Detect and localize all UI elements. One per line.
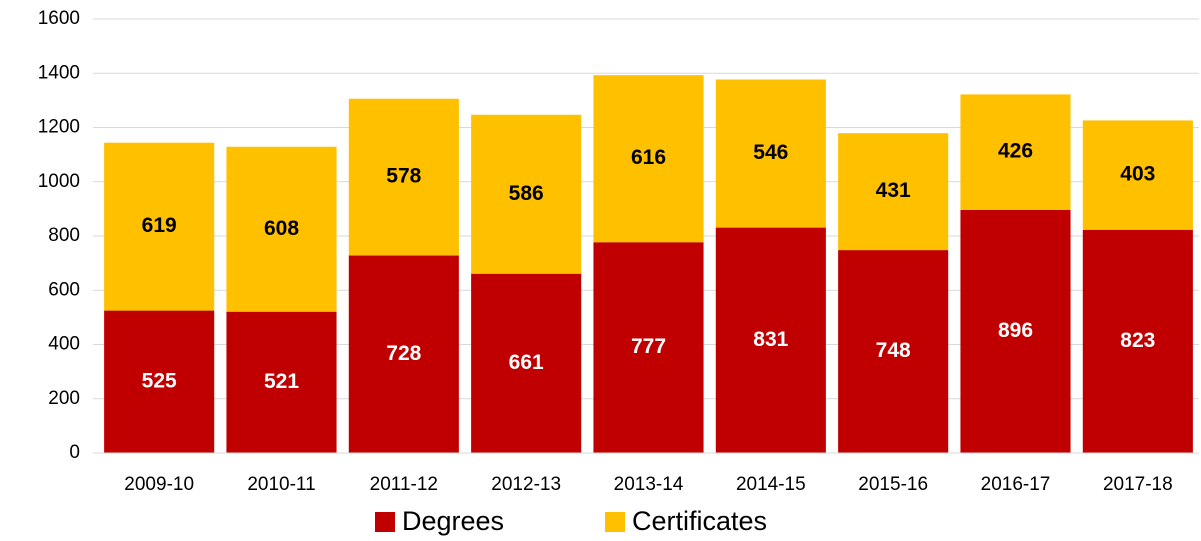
data-label: 777 — [631, 335, 666, 358]
data-label: 578 — [386, 165, 421, 188]
x-tick-label: 2016-17 — [981, 474, 1051, 495]
data-label: 748 — [876, 339, 911, 362]
bar-segment — [838, 133, 949, 251]
data-label: 896 — [998, 319, 1033, 342]
bar-segment — [226, 311, 337, 453]
y-tick-label: 1000 — [38, 171, 80, 192]
bar-segment — [960, 94, 1071, 210]
data-label: 403 — [1120, 163, 1155, 186]
x-tick-label: 2013-14 — [614, 474, 684, 495]
data-label: 616 — [631, 146, 666, 169]
data-label: 619 — [142, 214, 177, 237]
x-tick-label: 2015-16 — [858, 474, 928, 495]
bar-segment — [1082, 120, 1193, 230]
y-tick-label: 800 — [48, 225, 80, 246]
x-tick-label: 2014-15 — [736, 474, 806, 495]
bar-segment — [715, 79, 826, 228]
y-tick-label: 0 — [69, 442, 80, 463]
legend-label: Certificates — [632, 506, 767, 536]
x-tick-label: 2012-13 — [491, 474, 561, 495]
bar-segment — [1082, 229, 1193, 453]
data-label: 426 — [998, 140, 1033, 163]
bar-segment — [593, 75, 704, 243]
bar-segment — [838, 250, 949, 453]
y-tick-label: 400 — [48, 334, 80, 355]
data-label: 431 — [876, 179, 911, 202]
x-tick-label: 2011-12 — [370, 474, 438, 495]
y-tick-label: 1400 — [38, 62, 80, 83]
data-label: 831 — [753, 328, 788, 351]
bar-segment — [471, 273, 582, 453]
bar-segment — [226, 146, 337, 312]
bar-segment — [593, 242, 704, 453]
data-label: 521 — [264, 370, 299, 393]
data-label: 823 — [1120, 329, 1155, 352]
bar-segment — [104, 310, 215, 453]
bar-segment — [104, 142, 215, 311]
y-tick-label: 600 — [48, 279, 80, 300]
data-label: 608 — [264, 217, 299, 240]
y-tick-label: 200 — [48, 388, 80, 409]
data-label: 586 — [509, 182, 544, 205]
legend-swatch — [375, 512, 395, 532]
data-label: 661 — [509, 351, 544, 374]
bar-segment — [471, 114, 582, 274]
x-tick-label: 2010-11 — [247, 474, 315, 495]
bar-segment — [348, 255, 459, 453]
x-tick-label: 2017-18 — [1103, 474, 1173, 495]
x-tick-label: 2009-10 — [124, 474, 194, 495]
y-tick-label: 1200 — [38, 117, 80, 138]
bar-segment — [960, 209, 1071, 453]
legend-swatch — [605, 512, 625, 532]
y-tick-label: 1600 — [38, 8, 80, 29]
data-label: 728 — [386, 342, 421, 365]
bar-segment — [348, 98, 459, 256]
bar-segment — [715, 227, 826, 453]
data-label: 546 — [753, 141, 788, 164]
data-label: 525 — [142, 369, 177, 392]
legend-label: Degrees — [402, 506, 504, 536]
